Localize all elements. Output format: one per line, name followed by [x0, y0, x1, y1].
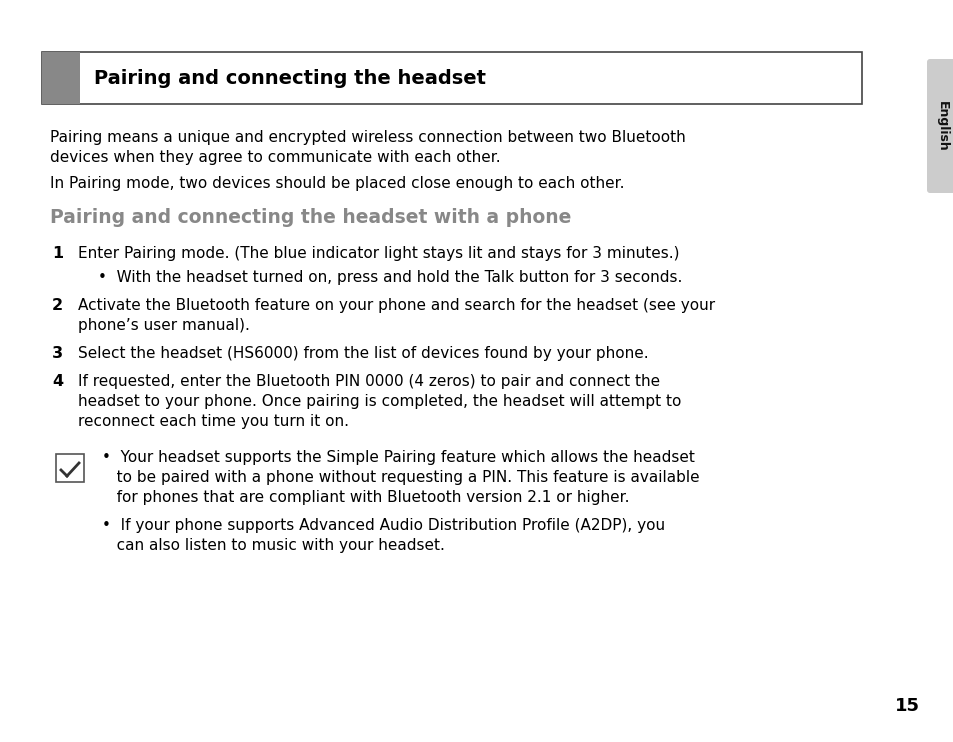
Text: headset to your phone. Once pairing is completed, the headset will attempt to: headset to your phone. Once pairing is c…: [78, 394, 680, 409]
Text: reconnect each time you turn it on.: reconnect each time you turn it on.: [78, 414, 349, 429]
Text: 3: 3: [52, 346, 63, 361]
Text: English: English: [935, 101, 947, 151]
Text: Pairing and connecting the headset with a phone: Pairing and connecting the headset with …: [50, 208, 571, 227]
Text: If requested, enter the Bluetooth PIN 0000 (4 zeros) to pair and connect the: If requested, enter the Bluetooth PIN 00…: [78, 374, 659, 389]
Text: Pairing and connecting the headset: Pairing and connecting the headset: [94, 70, 485, 88]
Text: Pairing means a unique and encrypted wireless connection between two Bluetooth: Pairing means a unique and encrypted wir…: [50, 130, 685, 145]
Text: 2: 2: [52, 298, 63, 313]
Text: 4: 4: [52, 374, 63, 389]
Text: Activate the Bluetooth feature on your phone and search for the headset (see you: Activate the Bluetooth feature on your p…: [78, 298, 715, 313]
Bar: [56, 454, 84, 482]
Text: 15: 15: [894, 697, 919, 715]
Text: •  Your headset supports the Simple Pairing feature which allows the headset: • Your headset supports the Simple Pairi…: [102, 450, 694, 465]
Text: 1: 1: [52, 246, 63, 261]
Text: can also listen to music with your headset.: can also listen to music with your heads…: [102, 538, 444, 553]
Text: Enter Pairing mode. (The blue indicator light stays lit and stays for 3 minutes.: Enter Pairing mode. (The blue indicator …: [78, 246, 679, 261]
Text: Select the headset (HS6000) from the list of devices found by your phone.: Select the headset (HS6000) from the lis…: [78, 346, 648, 361]
Text: •  If your phone supports Advanced Audio Distribution Profile (A2DP), you: • If your phone supports Advanced Audio …: [102, 518, 664, 533]
Text: phone’s user manual).: phone’s user manual).: [78, 318, 250, 333]
Bar: [42, 52, 862, 104]
Text: •  With the headset turned on, press and hold the Talk button for 3 seconds.: • With the headset turned on, press and …: [98, 270, 681, 285]
Text: to be paired with a phone without requesting a PIN. This feature is available: to be paired with a phone without reques…: [102, 470, 699, 485]
Text: devices when they agree to communicate with each other.: devices when they agree to communicate w…: [50, 150, 500, 165]
Text: In Pairing mode, two devices should be placed close enough to each other.: In Pairing mode, two devices should be p…: [50, 176, 624, 191]
FancyBboxPatch shape: [926, 59, 953, 193]
Text: for phones that are compliant with Bluetooth version 2.1 or higher.: for phones that are compliant with Bluet…: [102, 490, 629, 505]
Bar: [42, 52, 80, 104]
